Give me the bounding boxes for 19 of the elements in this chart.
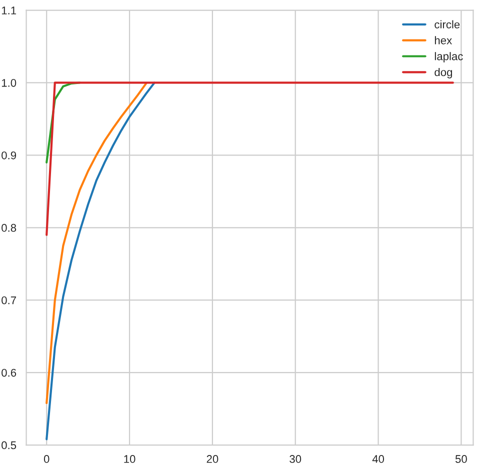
y-tick-label: 0.6	[2, 368, 16, 377]
y-tick-label: 0.5	[2, 441, 16, 450]
x-tick-label: 20	[206, 455, 218, 463]
x-tick-label: 40	[372, 455, 384, 463]
line-series	[46, 82, 148, 404]
legend-label: dog	[434, 68, 452, 78]
x-tick-label: 0	[44, 455, 50, 463]
legend-label: laplac	[434, 52, 463, 62]
y-tick-label: 1.1	[2, 6, 16, 14]
line-series	[46, 82, 156, 440]
y-tick-label: 0.7	[2, 296, 16, 304]
x-tick-label: 30	[290, 455, 302, 463]
x-tick-label: 10	[124, 455, 136, 463]
legend-label: hex	[434, 36, 452, 44]
legend-label: circle	[434, 20, 460, 28]
y-tick-label: 0.9	[2, 151, 16, 160]
x-tick-label: 50	[455, 455, 467, 463]
y-tick-label: 1.0	[2, 78, 16, 87]
y-tick-label: 0.8	[2, 224, 16, 232]
